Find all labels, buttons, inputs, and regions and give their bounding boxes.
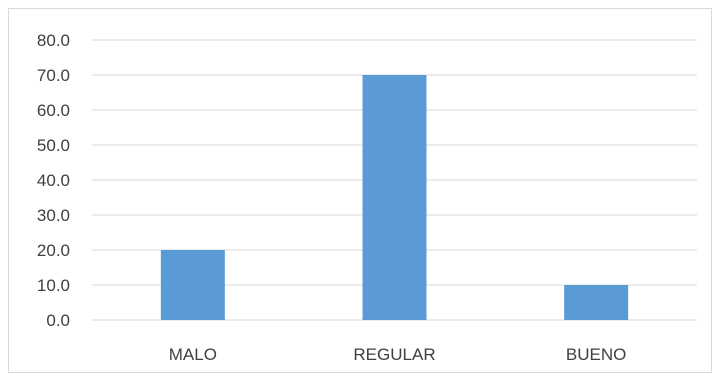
x-category-label: BUENO: [566, 345, 626, 364]
bar-malo: [160, 250, 225, 320]
bar-bueno: [564, 285, 629, 320]
y-tick-label: 80.0: [37, 31, 70, 50]
y-tick-label: 10.0: [37, 276, 70, 295]
y-tick-label: 20.0: [37, 241, 70, 260]
y-tick-label: 30.0: [37, 206, 70, 225]
bars: [160, 75, 629, 320]
x-axis-ticks: MALO REGULAR BUENO: [169, 345, 627, 364]
y-tick-label: 40.0: [37, 171, 70, 190]
y-tick-label: 60.0: [37, 101, 70, 120]
y-axis-ticks: 0.0 10.0 20.0 30.0 40.0 50.0 60.0 70.0 80.0: [37, 31, 70, 330]
y-tick-label: 50.0: [37, 136, 70, 155]
x-category-label: MALO: [169, 345, 217, 364]
x-category-label: REGULAR: [353, 345, 435, 364]
y-tick-label: 0.0: [46, 311, 70, 330]
y-tick-label: 70.0: [37, 66, 70, 85]
bar-regular: [362, 75, 427, 320]
